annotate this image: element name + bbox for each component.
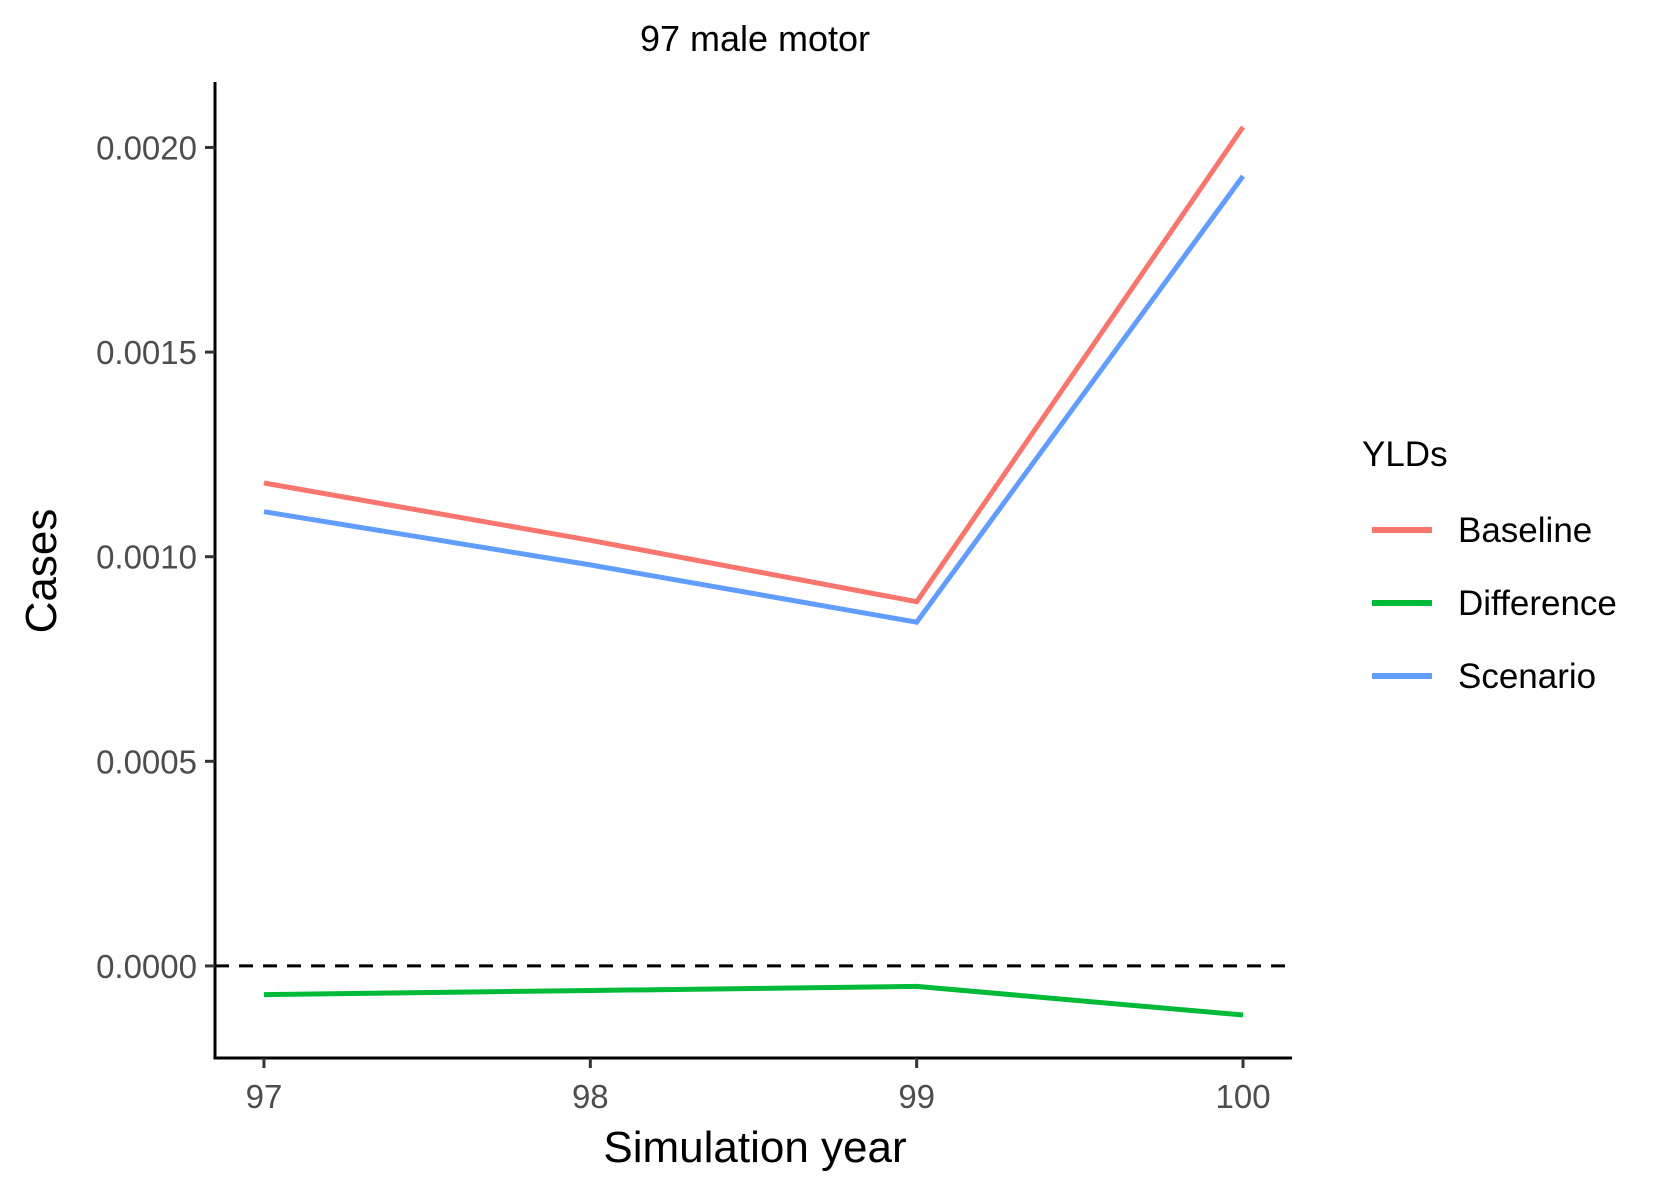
series-line-scenario [263,174,1246,625]
legend-label: Baseline [1458,511,1592,550]
y-tick-label: 0.0020 [96,129,197,166]
y-tick-label: 0.0015 [96,334,197,371]
x-axis-title: Simulation year [603,1123,906,1172]
x-tick-label: 100 [1216,1078,1271,1115]
legend-label: Difference [1458,584,1617,623]
series-line-difference [263,983,1244,1018]
y-axis-title: Cases [17,509,66,634]
chart-title: 97 male motor [640,18,870,59]
plot-area [215,125,1292,1018]
series-line-baseline [263,125,1246,605]
x-tick-label: 98 [572,1078,609,1115]
legend: YLDs Baseline Difference Scenario [1362,435,1617,696]
y-tick-label: 0.0000 [96,948,197,985]
y-tick-label: 0.0005 [96,743,197,780]
x-tick-label: 99 [898,1078,935,1115]
axes: 0.0000 0.0005 0.0010 0.0015 0.0020 97 98 99 100 [96,82,1292,1115]
x-tick-label: 97 [246,1078,283,1115]
legend-label: Scenario [1458,657,1596,696]
y-tick-label: 0.0010 [96,539,197,576]
legend-title: YLDs [1362,435,1448,474]
